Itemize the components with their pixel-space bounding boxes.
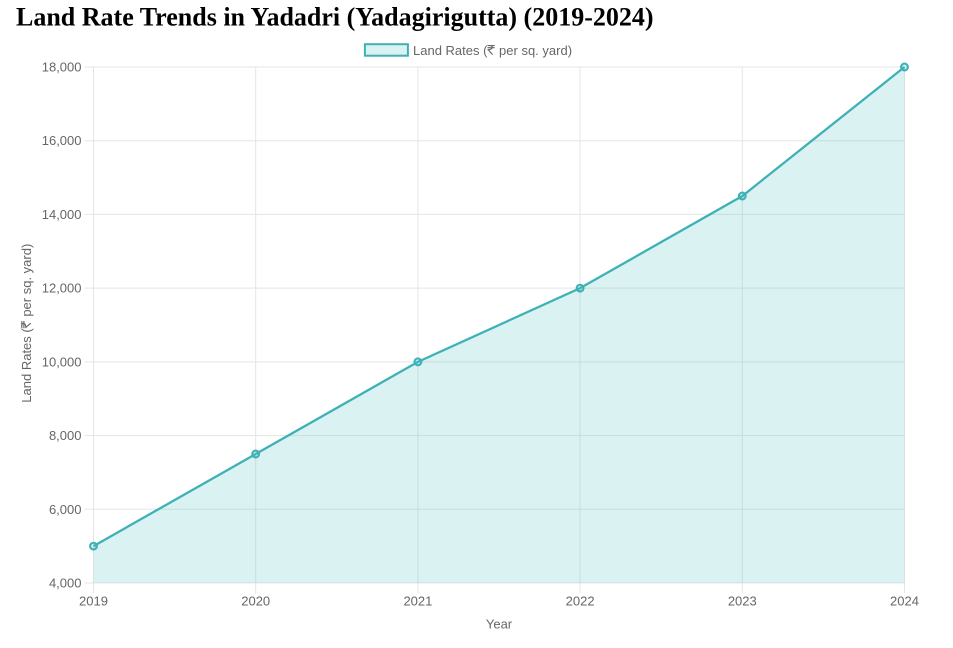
svg-text:2021: 2021 (403, 594, 432, 609)
svg-text:8,000: 8,000 (49, 428, 82, 443)
svg-text:Year: Year (486, 616, 513, 631)
svg-text:Land Rates (: Land Rates ( (413, 43, 488, 58)
svg-text:2022: 2022 (566, 594, 595, 609)
svg-text:4,000: 4,000 (49, 576, 82, 591)
svg-text:Land Rate Trends in Yadadri (Y: Land Rate Trends in Yadadri (Yadagirigut… (16, 3, 654, 32)
svg-text:18,000: 18,000 (42, 60, 82, 75)
svg-text:10,000: 10,000 (42, 354, 82, 369)
svg-text:6,000: 6,000 (49, 502, 82, 517)
svg-text:2019: 2019 (79, 594, 108, 609)
svg-text:per sq. yard): per sq. yard) (19, 244, 34, 317)
svg-text:12,000: 12,000 (42, 281, 82, 296)
svg-text:2023: 2023 (728, 594, 757, 609)
svg-text:per sq. yard): per sq. yard) (499, 43, 572, 58)
svg-text:16,000: 16,000 (42, 133, 82, 148)
svg-text:14,000: 14,000 (42, 207, 82, 222)
svg-text:2020: 2020 (241, 594, 270, 609)
svg-text:2024: 2024 (890, 594, 919, 609)
svg-text:Land Rates (: Land Rates ( (19, 328, 34, 403)
